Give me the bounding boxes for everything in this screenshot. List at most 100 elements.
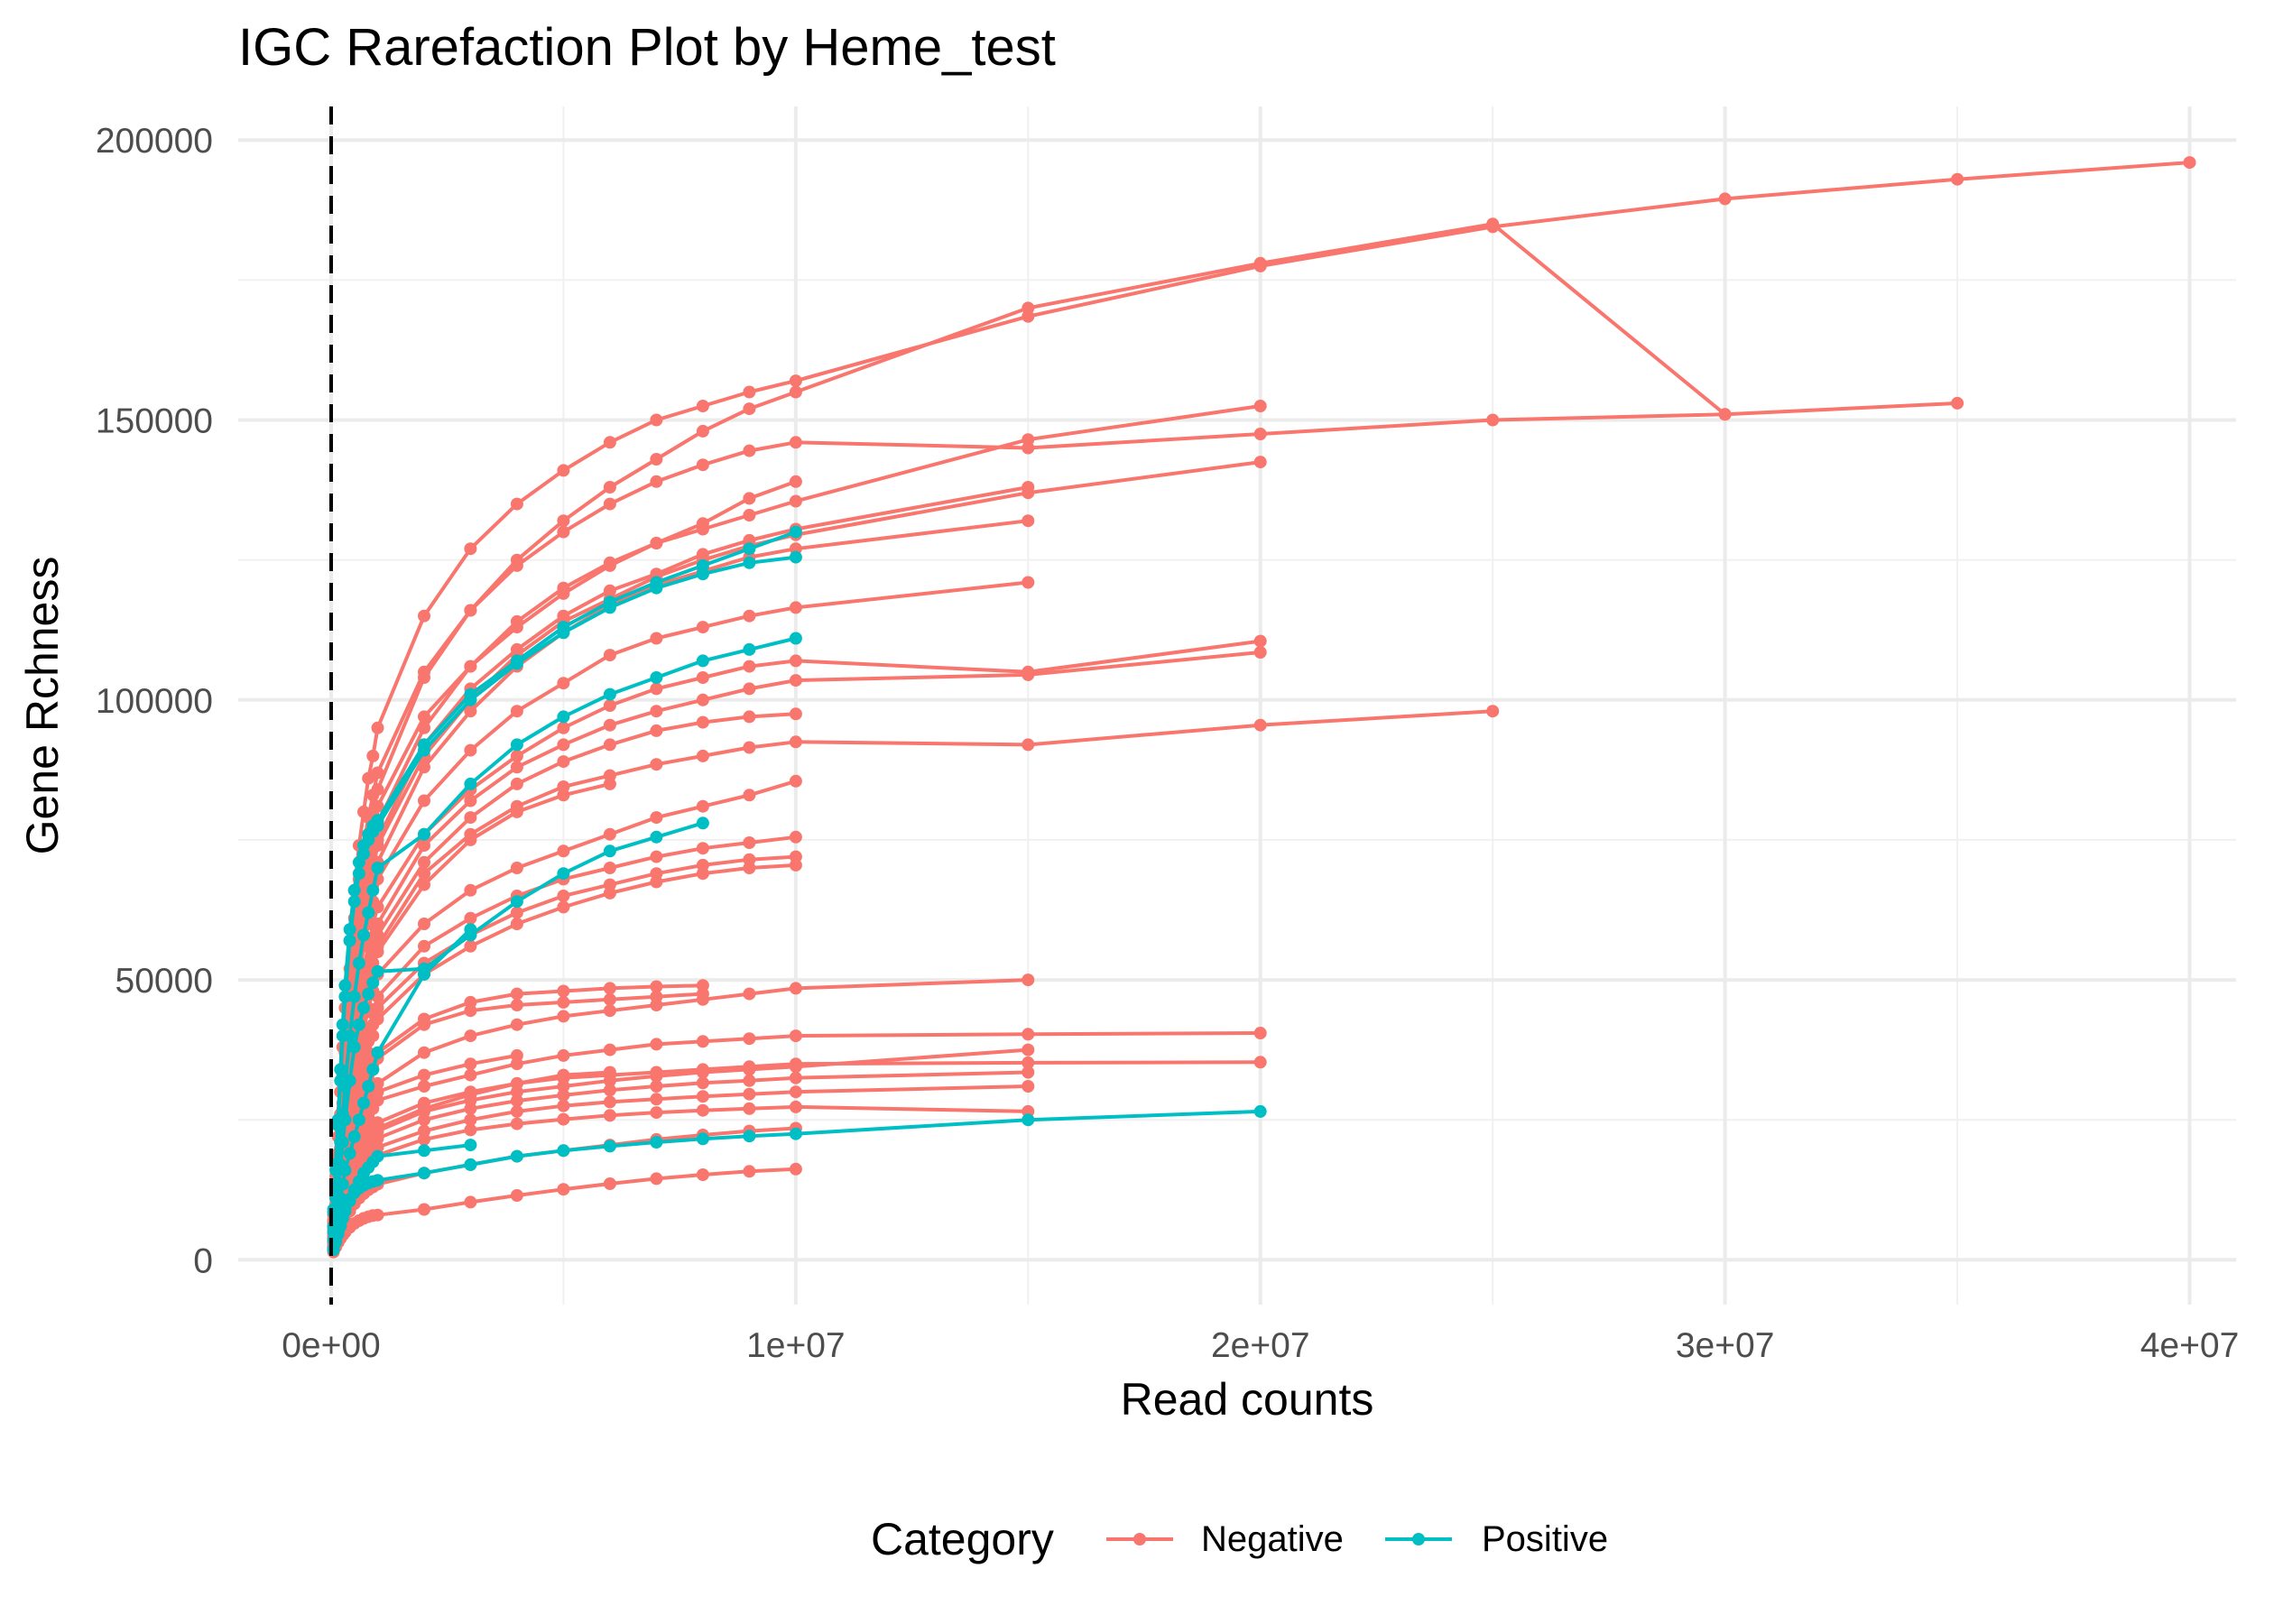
- data-point: [696, 799, 709, 813]
- data-point: [418, 1080, 430, 1093]
- data-point: [418, 1068, 430, 1082]
- data-point: [362, 987, 375, 1001]
- data-point: [418, 867, 430, 881]
- data-point: [371, 1208, 384, 1222]
- data-point: [418, 1113, 430, 1127]
- data-point: [743, 402, 756, 416]
- data-point: [1021, 738, 1035, 752]
- data-point: [371, 1046, 384, 1059]
- data-point: [696, 654, 709, 668]
- data-point: [510, 805, 523, 818]
- legend-item-negative: Negative: [1106, 1519, 1344, 1559]
- data-point: [650, 705, 663, 718]
- data-point: [603, 687, 616, 701]
- data-point: [343, 934, 356, 947]
- data-point: [418, 1167, 430, 1180]
- data-point: [1253, 428, 1267, 440]
- data-point: [557, 1144, 570, 1158]
- data-point: [418, 939, 430, 953]
- data-point: [743, 660, 756, 673]
- data-point: [2183, 156, 2196, 170]
- data-point: [696, 567, 709, 581]
- data-point: [1021, 576, 1035, 589]
- data-point: [743, 1130, 756, 1143]
- data-point: [743, 542, 756, 556]
- data-point: [464, 939, 477, 953]
- data-point: [557, 755, 570, 769]
- data-point: [603, 718, 616, 732]
- data-point: [371, 862, 384, 874]
- data-point: [1253, 1027, 1267, 1039]
- data-point: [464, 705, 477, 718]
- data-point: [557, 1112, 570, 1126]
- data-point: [789, 525, 802, 539]
- data-point: [603, 699, 616, 712]
- data-point: [510, 497, 523, 511]
- data-point: [418, 878, 430, 891]
- x-tick-label: 4e+07: [2140, 1326, 2240, 1365]
- data-point: [650, 724, 663, 737]
- data-point: [650, 1093, 663, 1106]
- data-point: [557, 1048, 570, 1062]
- data-point: [338, 1164, 352, 1177]
- data-point: [603, 1177, 616, 1190]
- data-point: [1021, 514, 1035, 528]
- data-point: [603, 1074, 616, 1087]
- data-point: [650, 1038, 663, 1051]
- y-tick-label: 50000: [116, 962, 213, 1001]
- data-point: [418, 1018, 430, 1031]
- data-point: [1021, 1066, 1035, 1079]
- data-point: [510, 1018, 523, 1031]
- data-point: [696, 867, 709, 881]
- data-point: [650, 413, 663, 427]
- data-point: [1253, 456, 1267, 469]
- data-point: [1253, 256, 1267, 270]
- data-point: [464, 911, 477, 925]
- data-point: [1021, 1113, 1035, 1127]
- data-point: [603, 1084, 616, 1097]
- legend-key-point-positive: [1412, 1533, 1425, 1546]
- data-point: [696, 693, 709, 706]
- data-point: [510, 1117, 523, 1130]
- data-point: [650, 671, 663, 684]
- data-point: [696, 842, 709, 855]
- data-point: [510, 1104, 523, 1118]
- data-point: [371, 946, 384, 958]
- data-point: [557, 1183, 570, 1196]
- data-point: [696, 1090, 709, 1103]
- data-point: [1021, 301, 1035, 315]
- data-point: [603, 1043, 616, 1057]
- data-point: [371, 1174, 384, 1187]
- data-point: [1253, 1056, 1267, 1069]
- data-point: [696, 715, 709, 729]
- data-point: [603, 481, 616, 494]
- data-point: [352, 867, 365, 881]
- data-point: [366, 1029, 380, 1043]
- data-point: [696, 1103, 709, 1117]
- data-point: [510, 987, 523, 1001]
- data-point: [347, 990, 361, 1003]
- data-point: [650, 811, 663, 825]
- data-point: [1021, 433, 1035, 447]
- data-point: [650, 999, 663, 1011]
- data-point: [362, 906, 375, 919]
- data-point: [743, 836, 756, 849]
- data-point: [650, 682, 663, 696]
- data-point: [743, 642, 756, 656]
- data-point: [603, 497, 616, 511]
- data-point: [1718, 408, 1732, 421]
- data-point: [696, 424, 709, 438]
- data-point: [510, 895, 523, 909]
- tick-labels: 0e+00 1e+07 2e+07 3e+07 4e+07 0 50000 100000 150…: [96, 122, 2239, 1365]
- data-point: [603, 777, 616, 790]
- x-tick-label: 0e+00: [282, 1326, 381, 1365]
- data-point: [789, 982, 802, 995]
- y-tick-label: 150000: [96, 402, 213, 441]
- data-point: [418, 710, 430, 724]
- data-point: [510, 553, 523, 567]
- data-point: [696, 817, 709, 830]
- data-point: [510, 749, 523, 762]
- data-point: [603, 601, 616, 614]
- data-point: [343, 1147, 356, 1160]
- data-point: [650, 850, 663, 863]
